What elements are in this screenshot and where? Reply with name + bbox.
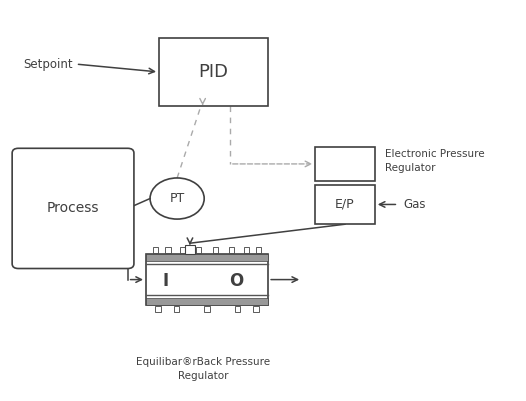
- Bar: [146, 254, 268, 305]
- Text: PT: PT: [169, 192, 185, 205]
- Text: Setpoint: Setpoint: [24, 58, 73, 71]
- Bar: [213, 247, 218, 253]
- Bar: [153, 247, 158, 253]
- Text: Equilibar®rBack Pressure
Regulator: Equilibar®rBack Pressure Regulator: [136, 356, 270, 381]
- Text: Process: Process: [47, 201, 99, 215]
- Bar: [165, 247, 170, 253]
- Bar: [315, 147, 375, 181]
- Bar: [174, 306, 179, 312]
- Bar: [235, 306, 240, 312]
- FancyBboxPatch shape: [12, 148, 134, 269]
- Text: PID: PID: [198, 63, 229, 81]
- Bar: [204, 306, 210, 312]
- Text: O: O: [229, 271, 244, 290]
- Bar: [244, 247, 249, 253]
- Bar: [185, 245, 195, 254]
- Text: I: I: [163, 271, 168, 290]
- Text: E/P: E/P: [335, 198, 355, 211]
- Text: Electronic Pressure
Regulator: Electronic Pressure Regulator: [386, 149, 485, 172]
- Bar: [256, 247, 261, 253]
- Bar: [315, 185, 375, 224]
- Bar: [146, 254, 268, 261]
- Bar: [155, 306, 161, 312]
- Bar: [159, 38, 268, 105]
- Bar: [146, 298, 268, 305]
- Bar: [180, 247, 185, 253]
- Bar: [253, 306, 259, 312]
- Bar: [229, 247, 234, 253]
- Bar: [196, 247, 201, 253]
- Text: Gas: Gas: [403, 198, 426, 211]
